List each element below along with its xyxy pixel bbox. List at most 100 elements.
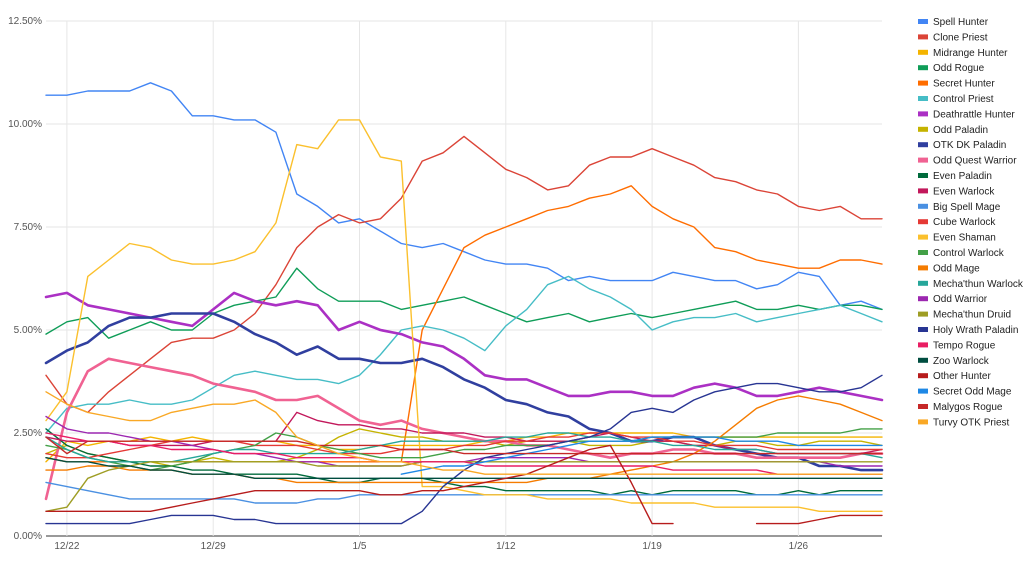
y-tick-label: 0.00% [14, 531, 42, 542]
series-line-secret-odd-mage [400, 436, 883, 475]
legend-label: Even Warlock [933, 186, 995, 197]
legend-swatch [918, 327, 928, 332]
legend-label: Even Paladin [933, 171, 992, 182]
x-tick-label: 1/26 [789, 541, 809, 552]
y-tick-label: 7.50% [14, 222, 42, 233]
legend-item-secret-hunter[interactable]: Secret Hunter [918, 79, 995, 90]
legend-label: Odd Mage [933, 263, 980, 274]
legend-swatch [918, 219, 928, 225]
series-line-malygos-rogue [45, 436, 883, 455]
legend-label: Mecha'thun Warlock [933, 279, 1024, 290]
legend-item-odd-mage[interactable]: Odd Mage [918, 263, 980, 274]
legend-item-even-paladin[interactable]: Even Paladin [918, 171, 992, 182]
x-tick-label: 1/12 [496, 541, 516, 552]
legend-swatch [918, 280, 928, 286]
legend-item-holy-wrath-paladin[interactable]: Holy Wrath Paladin [918, 325, 1018, 336]
legend-swatch [918, 142, 928, 148]
x-tick-label: 1/19 [642, 541, 662, 552]
legend-label: Other Hunter [933, 371, 991, 382]
legend-swatch [918, 173, 928, 178]
legend-label: Spell Hunter [933, 17, 989, 28]
legend-item-big-spell-mage[interactable]: Big Spell Mage [918, 202, 1001, 213]
legend-label: Tempo Rogue [933, 340, 996, 351]
legend-swatch [918, 65, 928, 71]
legend-item-mecha-thun-druid[interactable]: Mecha'thun Druid [918, 310, 1011, 321]
legend-item-tempo-rogue[interactable]: Tempo Rogue [918, 340, 996, 351]
legend-label: Odd Quest Warrior [933, 156, 1017, 167]
x-tick-label: 1/5 [353, 541, 367, 552]
legend-swatch [918, 388, 928, 394]
y-axis-tick-labels: 0.00% 2.50% 5.00% 7.50% 10.00% 12.50% [8, 16, 42, 542]
legend-label: Big Spell Mage [933, 202, 1001, 213]
legend-item-odd-paladin[interactable]: Odd Paladin [918, 125, 988, 136]
series-line-other-hunter [45, 444, 883, 525]
legend-swatch [918, 404, 928, 409]
series-line-turvy-otk-priest [45, 391, 883, 475]
legend-item-malygos-rogue[interactable]: Malygos Rogue [918, 402, 1003, 413]
series-line-odd-rogue [45, 267, 883, 339]
legend-item-even-warlock[interactable]: Even Warlock [918, 186, 995, 197]
legend: Spell Hunter Clone Priest Midrange Hunter O… [918, 17, 1024, 428]
legend-item-turvy-otk-priest[interactable]: Turvy OTK Priest [918, 417, 1010, 428]
legend-swatch [918, 34, 928, 40]
legend-swatch [918, 296, 928, 302]
series-line-deathrattle-hunter [44, 291, 884, 402]
legend-item-odd-quest-warrior[interactable]: Odd Quest Warrior [918, 156, 1017, 167]
y-tick-label: 12.50% [8, 16, 42, 27]
legend-item-deathrattle-hunter[interactable]: Deathrattle Hunter [918, 109, 1015, 120]
legend-item-spell-hunter[interactable]: Spell Hunter [918, 17, 989, 28]
series-line-mecha-thun-warlock [45, 432, 883, 463]
legend-item-secret-odd-mage[interactable]: Secret Odd Mage [918, 387, 1012, 398]
legend-swatch [918, 203, 928, 209]
legend-label: Control Warlock [933, 248, 1005, 259]
legend-swatch [918, 96, 928, 101]
legend-item-cube-warlock[interactable]: Cube Warlock [918, 217, 996, 228]
series-line-otk-dk-paladin [44, 312, 884, 472]
x-tick-label: 12/22 [54, 541, 79, 552]
legend-item-otk-dk-paladin[interactable]: OTK DK Paladin [918, 140, 1006, 151]
legend-item-other-hunter[interactable]: Other Hunter [918, 371, 991, 382]
legend-item-clone-priest[interactable]: Clone Priest [918, 32, 988, 43]
legend-label: Cube Warlock [933, 217, 996, 228]
x-axis-tick-labels: 12/22 12/29 1/5 1/12 1/19 1/26 [54, 541, 808, 552]
legend-swatch [918, 80, 928, 86]
series-line-spell-hunter [45, 82, 883, 311]
legend-swatch [918, 126, 928, 132]
legend-label: Clone Priest [933, 32, 988, 43]
legend-item-control-warlock[interactable]: Control Warlock [918, 248, 1005, 259]
legend-label: Even Shaman [933, 233, 996, 244]
legend-swatch [918, 419, 928, 425]
series-line-odd-paladin [45, 428, 883, 467]
legend-label: Secret Odd Mage [933, 387, 1012, 398]
legend-swatch [918, 265, 928, 271]
legend-item-odd-rogue[interactable]: Odd Rogue [918, 63, 985, 74]
legend-label: Zoo Warlock [933, 356, 990, 367]
legend-label: Holy Wrath Paladin [933, 325, 1018, 336]
legend-label: Control Priest [933, 94, 994, 105]
legend-item-control-priest[interactable]: Control Priest [918, 94, 994, 105]
legend-label: Odd Paladin [933, 125, 988, 136]
legend-swatch [918, 250, 928, 255]
series-line-odd-quest-warrior [44, 357, 884, 501]
legend-label: Odd Rogue [933, 63, 985, 74]
legend-label: Malygos Rogue [933, 402, 1003, 413]
legend-item-mecha-thun-warlock[interactable]: Mecha'thun Warlock [918, 279, 1024, 290]
legend-swatch [918, 373, 928, 379]
legend-swatch [918, 49, 928, 55]
legend-item-midrange-hunter[interactable]: Midrange Hunter [918, 48, 1008, 59]
legend-swatch [918, 234, 928, 240]
legend-swatch [918, 188, 928, 194]
series-line-control-priest [45, 275, 883, 434]
legend-label: Deathrattle Hunter [933, 109, 1015, 120]
series-line-control-warlock [45, 428, 883, 471]
y-tick-label: 10.00% [8, 119, 42, 130]
legend-swatch [918, 157, 928, 163]
y-tick-label: 2.50% [14, 428, 42, 439]
series-line-big-spell-mage [45, 481, 883, 504]
series-line-zoo-warlock [45, 457, 883, 479]
legend-item-even-shaman[interactable]: Even Shaman [918, 233, 996, 244]
legend-item-zoo-warlock[interactable]: Zoo Warlock [918, 356, 990, 367]
series-line-tempo-rogue [45, 432, 883, 475]
legend-item-odd-warrior[interactable]: Odd Warrior [918, 294, 988, 305]
